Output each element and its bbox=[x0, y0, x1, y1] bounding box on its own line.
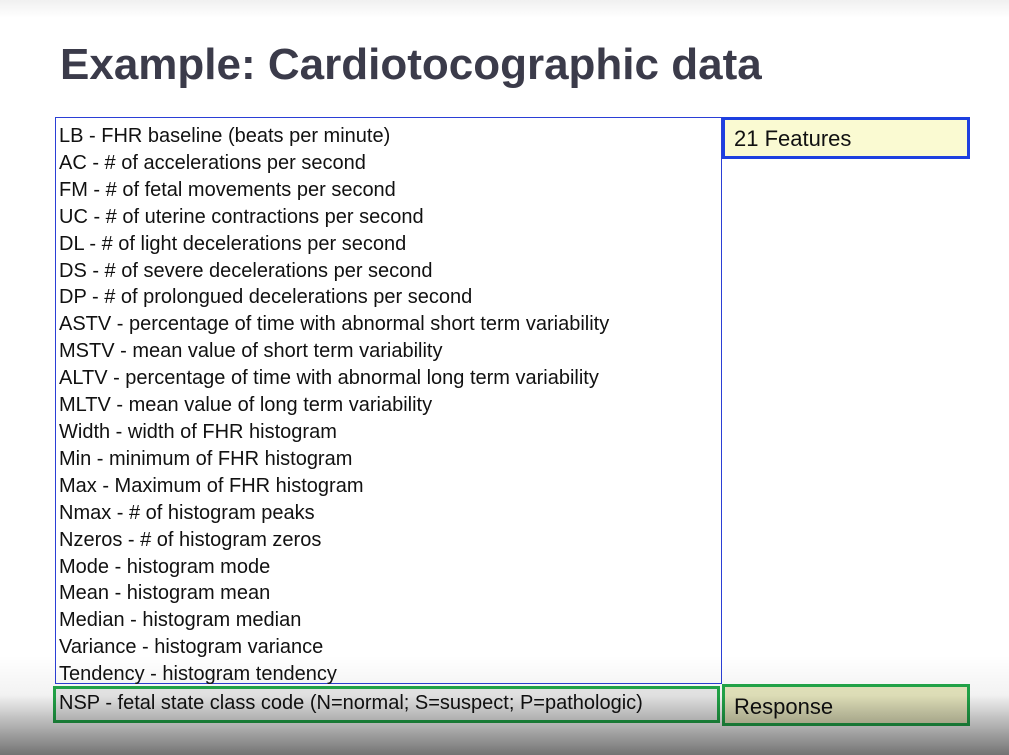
feature-item: Median - histogram median bbox=[59, 609, 302, 632]
response-label: Response bbox=[722, 684, 970, 726]
feature-item: Variance - histogram variance bbox=[59, 636, 324, 659]
feature-item: Mean - histogram mean bbox=[59, 582, 271, 605]
feature-list: LB - FHR baseline (beats per minute) AC … bbox=[59, 123, 609, 688]
feature-item: LB - FHR baseline (beats per minute) bbox=[59, 125, 391, 147]
feature-item: MLTV - mean value of long term variabili… bbox=[59, 394, 433, 417]
top-shade bbox=[0, 0, 1009, 18]
features-label: 21 Features bbox=[722, 117, 970, 159]
feature-item: FM - # of fetal movements per second bbox=[59, 178, 396, 201]
feature-item: ASTV - percentage of time with abnormal … bbox=[59, 313, 610, 336]
slide-title: Example: Cardiotocographic data bbox=[60, 40, 762, 89]
feature-item: Mode - histogram mode bbox=[59, 555, 271, 578]
feature-item: Max - Maximum of FHR histogram bbox=[59, 474, 364, 497]
feature-item: DL - # of light decelerations per second bbox=[59, 232, 407, 255]
feature-item: Nmax - # of histogram peaks bbox=[59, 501, 315, 524]
feature-item: Nzeros - # of histogram zeros bbox=[59, 528, 322, 551]
response-text: NSP - fetal state class code (N=normal; … bbox=[59, 692, 643, 714]
feature-item: DP - # of prolongued decelerations per s… bbox=[59, 286, 473, 309]
feature-item: DS - # of severe decelerations per secon… bbox=[59, 259, 433, 282]
feature-item: Tendency - histogram tendency bbox=[59, 663, 337, 686]
feature-item: MSTV - mean value of short term variabil… bbox=[59, 340, 443, 363]
feature-item: AC - # of accelerations per second bbox=[59, 151, 366, 174]
feature-item: Min - minimum of FHR histogram bbox=[59, 447, 353, 470]
feature-item: Width - width of FHR histogram bbox=[59, 420, 337, 443]
feature-item: ALTV - percentage of time with abnormal … bbox=[59, 367, 599, 390]
feature-item: UC - # of uterine contractions per secon… bbox=[59, 205, 424, 228]
